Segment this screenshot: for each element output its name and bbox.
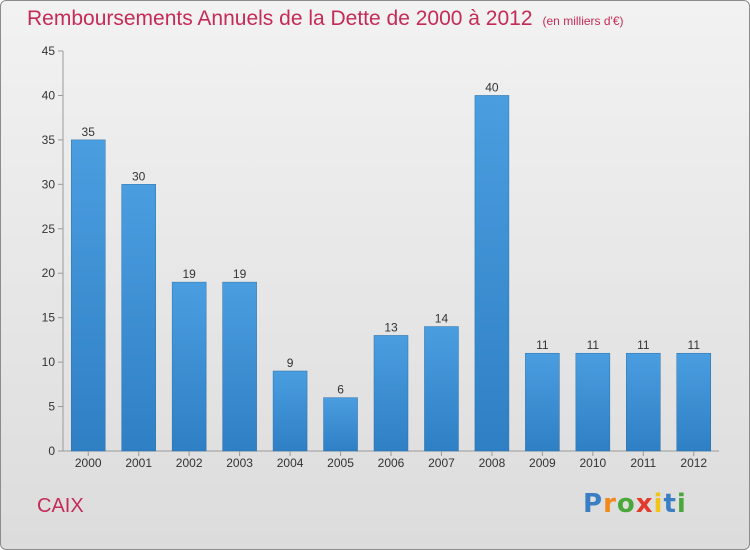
logo-letter: i: [653, 489, 664, 519]
data-label-2003: 19: [233, 267, 247, 281]
bar-2009: [525, 352, 560, 452]
data-label-2006: 13: [384, 320, 398, 334]
y-tick-label-20: 20: [42, 266, 56, 280]
bar-2000: [70, 139, 106, 452]
y-tick-label-10: 10: [42, 355, 56, 369]
y-tick-label-40: 40: [42, 88, 56, 102]
logo-letter: x: [635, 489, 654, 519]
bar-2012: [676, 352, 712, 452]
logo-letter: i: [676, 489, 687, 519]
y-tick-label-30: 30: [42, 177, 56, 191]
logo-letter: t: [663, 489, 677, 519]
y-tick-label-45: 45: [42, 44, 56, 58]
bar-2011: [626, 352, 661, 452]
data-label-2012: 11: [688, 338, 701, 352]
x-tick-label-2004: 2004: [277, 456, 304, 470]
bar-2008: [474, 95, 510, 452]
x-tick-label-2003: 2003: [226, 456, 253, 470]
x-tick-label-2008: 2008: [479, 456, 506, 470]
bar-2005: [323, 397, 358, 452]
data-label-2002: 19: [182, 267, 196, 281]
bar-2003: [222, 281, 257, 452]
data-label-2000: 35: [82, 125, 96, 139]
y-tick-label-0: 0: [48, 444, 55, 458]
commune-name: CAIX: [37, 495, 84, 517]
x-tick-label-2000: 2000: [75, 456, 102, 470]
x-tick-label-2011: 2011: [630, 456, 656, 470]
unit-note: (en milliers d'€): [542, 14, 624, 28]
bar-2001: [121, 184, 156, 452]
logo-letter: r: [603, 489, 617, 519]
logo-letter: P: [583, 489, 604, 519]
x-tick-label-2006: 2006: [378, 456, 405, 470]
bar-2010: [575, 352, 611, 452]
data-label-2007: 14: [435, 312, 449, 326]
data-label-2004: 9: [287, 356, 294, 370]
y-tick-label-25: 25: [42, 222, 56, 236]
x-tick-label-2010: 2010: [579, 456, 606, 470]
data-label-2009: 11: [536, 338, 549, 352]
bar-2004: [272, 370, 308, 452]
x-tick-label-2001: 2001: [125, 456, 152, 470]
title-text: Remboursements Annuels de la Dette de 20…: [27, 7, 533, 30]
data-label-2010: 11: [587, 338, 600, 352]
data-label-2001: 30: [132, 169, 146, 183]
bar-2006: [373, 335, 409, 452]
data-label-2011: 11: [637, 338, 650, 352]
x-tick-label-2007: 2007: [428, 456, 455, 470]
bar-2007: [424, 326, 459, 452]
x-tick-label-2009: 2009: [529, 456, 556, 470]
y-tick-label-15: 15: [42, 311, 56, 325]
chart-title: Remboursements Annuels de la Dette de 20…: [27, 7, 624, 31]
logo-letter: o: [616, 489, 636, 519]
x-tick-label-2002: 2002: [176, 456, 203, 470]
bar-2002: [171, 281, 207, 452]
data-label-2005: 6: [337, 383, 344, 397]
y-tick-label-35: 35: [42, 133, 56, 147]
x-tick-label-2005: 2005: [327, 456, 354, 470]
y-tick-label-5: 5: [48, 400, 55, 414]
data-label-2008: 40: [485, 80, 499, 94]
proxiti-logo: Proxiti: [583, 489, 687, 519]
x-tick-label-2012: 2012: [680, 456, 707, 470]
